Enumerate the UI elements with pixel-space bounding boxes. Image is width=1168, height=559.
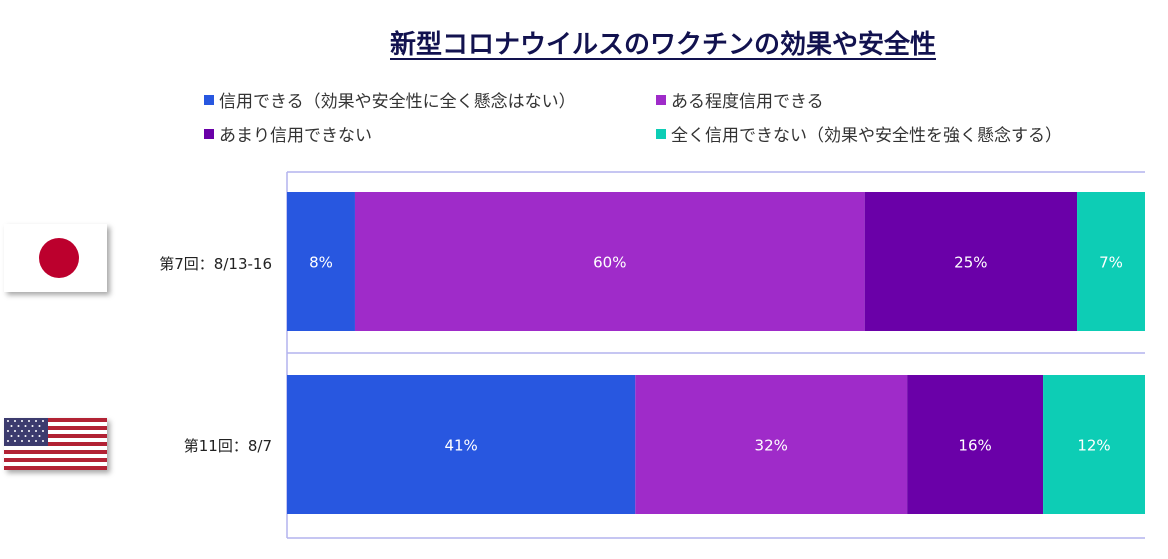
legend-swatch-trust: [204, 94, 214, 105]
legend-swatch-not-at-all: [656, 128, 666, 139]
category-label-japan: 第7回：8/13-16: [159, 255, 272, 273]
bar-japan-not-much: [864, 192, 1078, 331]
legend-item-not-at-all: 全く信用できない（効果や安全性を強く懸念する）: [656, 121, 1062, 146]
legend-label-somewhat-trust: ある程度信用できる: [671, 92, 824, 112]
value-label-japan-somewhat-trust: 60%: [593, 254, 626, 272]
chart-title: 新型コロナウイルスのワクチンの効果や安全性: [390, 30, 937, 60]
value-label-usa-not-much: 16%: [958, 437, 991, 455]
us-flag-graphic: [4, 418, 107, 470]
value-label-usa-not-at-all: 12%: [1077, 437, 1110, 455]
value-label-japan-trust: 8%: [309, 254, 333, 272]
legend-swatch-not-much: [204, 128, 214, 139]
bar-japan-somewhat-trust: [354, 192, 865, 331]
legend-label-not-at-all: 全く信用できない（効果や安全性を強く懸念する）: [671, 126, 1062, 146]
legend-label-not-much: あまり信用できない: [219, 126, 372, 146]
legend-swatch-somewhat-trust: [656, 94, 666, 105]
legend-item-somewhat-trust: ある程度信用できる: [656, 87, 824, 112]
bar-japan-trust: [287, 192, 355, 331]
legend-item-trust: 信用できる（効果や安全性に全く懸念はない）: [204, 87, 576, 112]
bar-usa-not-much: [907, 375, 1044, 514]
japan-flag-graphic: [4, 224, 107, 292]
category-label-usa: 第11回：8/7: [183, 437, 272, 455]
value-label-usa-somewhat-trust: 32%: [755, 437, 788, 455]
bar-usa-somewhat-trust: [635, 375, 908, 514]
legend-label-trust: 信用できる（効果や安全性に全く懸念はない）: [219, 92, 576, 112]
value-label-japan-not-much: 25%: [954, 254, 987, 272]
value-label-usa-trust: 41%: [444, 437, 477, 455]
bar-usa-trust: [287, 375, 636, 514]
bar-japan-not-at-all: [1077, 192, 1145, 331]
us-flag-icon: [4, 418, 107, 470]
legend-item-not-much: あまり信用できない: [204, 121, 372, 146]
japan-flag-icon: [4, 224, 107, 292]
bar-usa-not-at-all: [1043, 375, 1145, 514]
value-label-japan-not-at-all: 7%: [1099, 254, 1123, 272]
